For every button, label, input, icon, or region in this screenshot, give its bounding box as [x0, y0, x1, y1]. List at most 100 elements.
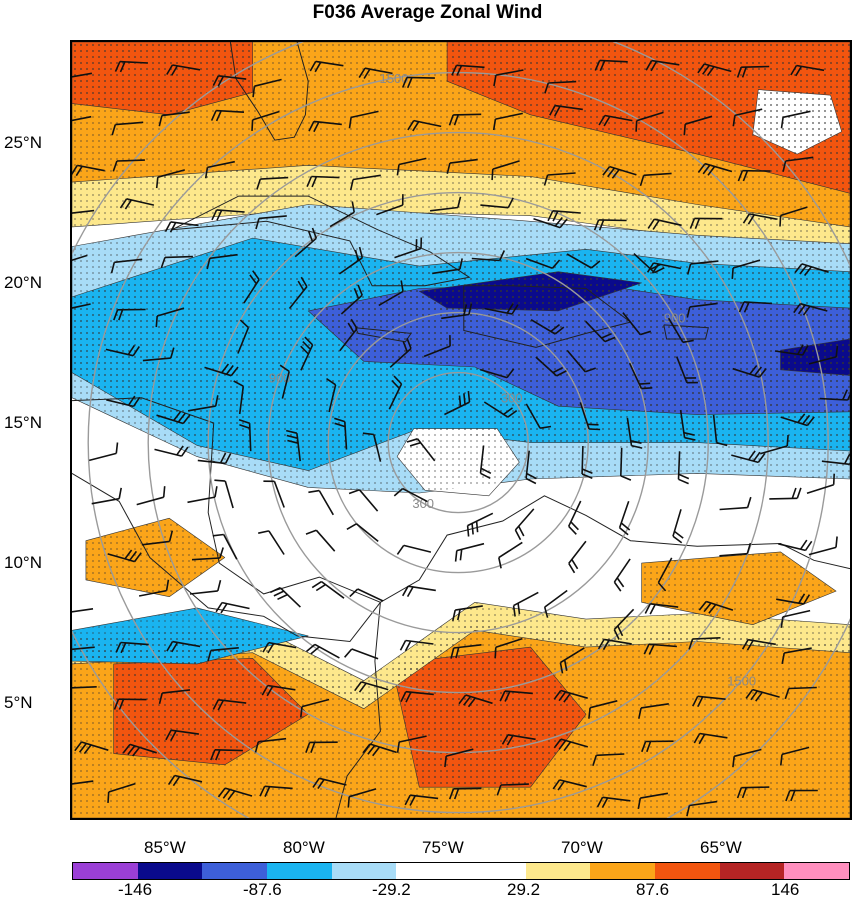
wind-barb: [399, 639, 434, 652]
colorbar-swatch: [331, 863, 397, 879]
wind-barb: [543, 589, 568, 618]
colorbar: [72, 862, 850, 880]
wind-barb: [647, 218, 682, 230]
wind-barb: [501, 734, 536, 746]
wind-barb: [113, 698, 147, 710]
wind-barb: [793, 302, 828, 316]
wind-barb: [432, 258, 463, 275]
wind-barb: [808, 345, 839, 365]
wind-barb: [774, 344, 809, 356]
colorbar-tick-label: -87.6: [243, 880, 282, 899]
wind-barb: [567, 500, 582, 535]
wind-barb: [732, 364, 767, 378]
wind-barb: [204, 160, 235, 179]
wind-barb: [628, 362, 653, 390]
wind-barb: [780, 413, 815, 427]
wind-barb: [667, 317, 694, 344]
hispaniola-coast: [463, 285, 632, 348]
wind-barb: [566, 349, 596, 373]
wind-barb: [338, 246, 364, 275]
wind-barb: [496, 783, 529, 796]
latitude-label: 10°N: [4, 553, 42, 572]
wind-barb: [142, 347, 175, 362]
southern-core-west-stipple: [113, 658, 309, 765]
northwest-core-stipple: [72, 42, 253, 115]
wind-barb: [448, 113, 482, 126]
wind-barb: [480, 197, 514, 209]
wind-barb: [444, 748, 474, 768]
wind-barb: [819, 389, 850, 401]
central-easterly-patch-stipple: [85, 518, 225, 597]
wind-barb: [785, 789, 818, 802]
wind-barb: [553, 689, 588, 703]
wind-barb: [166, 64, 201, 76]
wind-barb: [349, 588, 384, 602]
colorbar-swatch: [396, 863, 462, 879]
wind-barb: [637, 792, 669, 810]
wind-barb: [114, 60, 148, 73]
wind-barb: [643, 643, 677, 655]
wind-barb: [300, 336, 314, 371]
wind-barb: [566, 253, 601, 269]
wind-barb: [158, 689, 191, 704]
wind-barb: [458, 694, 493, 708]
wind-barb: [677, 451, 690, 485]
wind-barb: [697, 162, 733, 176]
wind-barb: [568, 540, 587, 574]
wind-barb: [362, 432, 382, 462]
wind-barb: [166, 640, 201, 653]
wind-barb: [712, 414, 728, 447]
wind-barb: [206, 253, 238, 270]
wind-barb: [602, 165, 637, 179]
wind-barb: [657, 557, 673, 592]
wind-barb: [525, 257, 561, 270]
wind-barb: [210, 109, 245, 122]
wind-barb: [400, 690, 434, 703]
wind-barb: [72, 608, 94, 613]
wind-barb: [498, 541, 523, 569]
wind-barb: [466, 512, 494, 537]
wind-barb: [269, 586, 301, 608]
wind-barb: [305, 643, 340, 659]
wind-barb: [597, 638, 632, 651]
wind-barb: [626, 417, 643, 449]
wind-barb: [401, 76, 435, 89]
wind-barb: [446, 158, 478, 174]
wind-barb: [679, 409, 696, 441]
wind-barb: [697, 63, 732, 77]
colorbar-swatch: [784, 863, 850, 879]
wind-barb: [138, 579, 170, 597]
wind-barb: [444, 391, 471, 416]
wind-barb: [552, 779, 587, 791]
wind-barb: [719, 496, 752, 511]
wind-barb: [776, 593, 811, 605]
wind-barb: [593, 219, 627, 231]
wind-barb: [483, 401, 518, 418]
latitude-label: 25°N: [4, 133, 42, 152]
wind-barb: [72, 72, 93, 78]
wind-barb: [72, 780, 94, 785]
wind-barb: [155, 307, 185, 328]
puerto-rico-coast: [663, 324, 709, 340]
colorbar-tick-label: -146: [118, 880, 153, 899]
wind-barb: [389, 337, 412, 368]
wind-barb: [210, 749, 243, 761]
wind-barb: [547, 210, 581, 222]
wind-barb: [741, 638, 776, 651]
wind-barb: [479, 368, 515, 379]
wind-barb: [441, 303, 473, 320]
map-panel: 300300900900150015001500: [70, 40, 852, 820]
wind-barb: [358, 67, 393, 79]
wind-barb: [91, 487, 122, 505]
wind-barb: [339, 318, 358, 352]
wind-barb: [693, 732, 728, 745]
wind-barb: [211, 209, 245, 221]
latitude-label: 15°N: [4, 413, 42, 432]
wind-barb: [300, 698, 330, 718]
wind-barb: [187, 486, 218, 504]
wind-barb: [493, 69, 524, 87]
colorbar-tick-label: -29.2: [372, 880, 411, 899]
wind-barb: [736, 786, 770, 799]
wind-barb: [641, 740, 674, 753]
wind-barb: [160, 255, 193, 269]
